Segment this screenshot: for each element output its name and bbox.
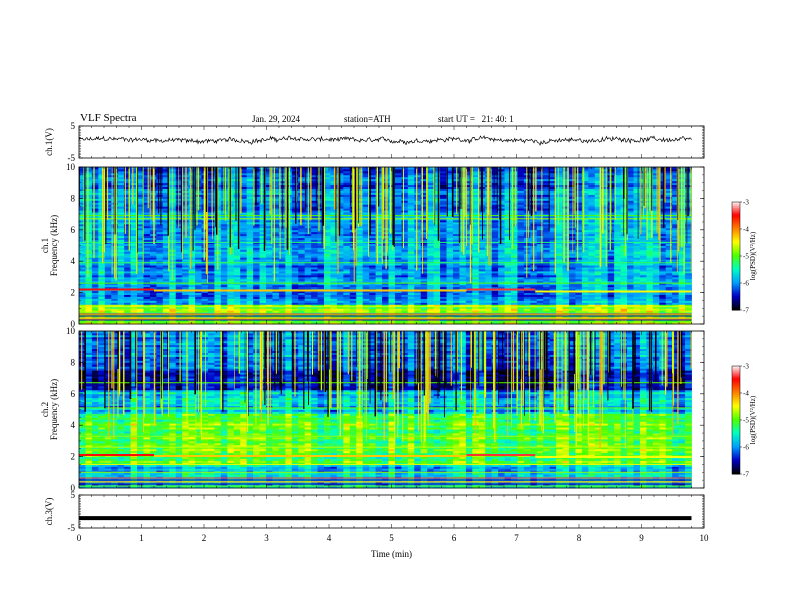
ch1-panel-frame <box>78 125 705 159</box>
ch1-spec-ylabel-1: Frequency (kHz) <box>49 215 59 276</box>
ch2-colorbar-label: log(PSD)(V²/Hz) <box>749 395 757 444</box>
figure-title: VLF Spectra <box>80 112 137 124</box>
x-tick-label-3: 3 <box>264 533 269 543</box>
ch2-spec-ytick-1: 2 <box>71 452 76 462</box>
ch1-colorbar-tick-2: -5 <box>743 253 749 261</box>
ch1-ytick-1: -5 <box>68 153 76 163</box>
date-label: Jan. 29, 2024 <box>252 114 300 124</box>
x-tick-label-10: 10 <box>700 533 710 543</box>
ch2-colorbar-tick-0: -3 <box>743 363 749 371</box>
x-tick-label-6: 6 <box>452 533 457 543</box>
ch2-spec-ylabel-1: Frequency (kHz) <box>49 379 59 440</box>
ch2-spectrogram-image <box>79 331 692 489</box>
ch2-colorbar-tick-2: -5 <box>743 417 749 425</box>
ch1-colorbar-tick-3: -6 <box>743 280 749 288</box>
x-tick-label-9: 9 <box>639 533 644 543</box>
start-time-label: start UT = 21: 40: 1 <box>438 114 514 124</box>
x-tick-label-2: 2 <box>202 533 207 543</box>
ch3-panel-frame <box>78 494 705 529</box>
x-tick-label-0: 0 <box>77 533 82 543</box>
ch1-spec-ylabel-0: ch.1 <box>40 238 50 253</box>
ch2-spec-ylabel-0: ch.2 <box>40 402 50 417</box>
ch2-spec-ytick-4: 8 <box>71 357 76 367</box>
ch1-waveform-line <box>78 135 692 146</box>
x-tick-label-4: 4 <box>327 533 332 543</box>
ch2-colorbar-tick-1: -4 <box>743 390 749 398</box>
ch1-spec-ytick-0: 0 <box>71 319 76 329</box>
ch1-spec-ytick-2: 4 <box>71 256 76 266</box>
ch2-spec-ytick-5: 10 <box>66 326 76 336</box>
ch1-spectrogram-image <box>78 167 692 325</box>
ch2-colorbar-tick-4: -7 <box>743 471 749 479</box>
ch1-spec-ytick-1: 2 <box>71 288 76 298</box>
ch2-spec-ytick-0: 0 <box>71 483 76 493</box>
ch2-colorbar <box>731 365 741 475</box>
ch1-ylabel: ch.1(V) <box>44 128 54 156</box>
ch1-spec-ytick-5: 10 <box>66 162 76 172</box>
ch1-colorbar <box>731 201 741 311</box>
ch1-colorbar-tick-1: -4 <box>743 226 749 234</box>
ch3-ylabel: ch.3(V) <box>44 498 54 526</box>
ch3-ytick-1: -5 <box>68 523 76 533</box>
x-tick-label-8: 8 <box>577 533 582 543</box>
ch1-colorbar-label: log(PSD)(V²/Hz) <box>749 231 757 280</box>
ch1-spec-ytick-4: 8 <box>71 193 76 203</box>
x-tick-label-5: 5 <box>389 533 394 543</box>
ch1-spec-ytick-3: 6 <box>71 225 76 235</box>
ch1-colorbar-tick-4: -7 <box>743 307 749 315</box>
ch1-colorbar-tick-0: -3 <box>743 199 749 207</box>
x-tick-label-7: 7 <box>514 533 519 543</box>
ch2-spec-ytick-3: 6 <box>71 389 76 399</box>
station-label: station=ATH <box>344 114 391 124</box>
x-axis-label: Time (min) <box>371 549 412 559</box>
x-tick-label-1: 1 <box>139 533 144 543</box>
ch3-ytick-0: 5 <box>71 490 76 500</box>
ch1-ytick-0: 5 <box>71 121 76 131</box>
ch2-colorbar-tick-3: -6 <box>743 444 749 452</box>
ch2-spec-ytick-2: 4 <box>71 420 76 430</box>
